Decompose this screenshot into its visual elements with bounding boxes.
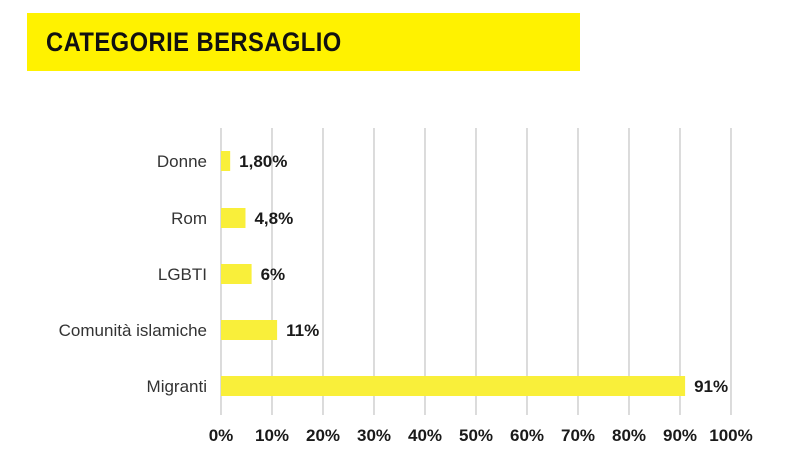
value-label: 6% (261, 265, 286, 284)
bars (221, 151, 686, 396)
chart-title: CATEGORIE BERSAGLIO (46, 27, 342, 57)
bar (221, 264, 252, 284)
x-tick-label: 0% (209, 426, 234, 445)
value-label: 11% (286, 321, 319, 340)
labels: 0% 10% 20% 30% 40% 50% 60% 70% 80% 90% 100% Donne 1,… (59, 152, 753, 445)
value-label: 4,8% (254, 209, 293, 228)
value-label: 91% (694, 377, 728, 396)
bar (221, 320, 278, 340)
x-tick-label: 20% (306, 426, 340, 445)
category-label: Comunità islamiche (59, 321, 207, 340)
category-label: LGBTI (158, 265, 207, 284)
grid-lines (220, 128, 732, 415)
x-tick-label: 30% (357, 426, 391, 445)
x-tick-label: 100% (709, 426, 752, 445)
x-tick-label: 10% (255, 426, 289, 445)
category-label: Rom (171, 209, 207, 228)
x-tick-label: 40% (408, 426, 442, 445)
x-tick-label: 90% (663, 426, 697, 445)
x-tick-label: 70% (561, 426, 595, 445)
value-label: 1,80% (239, 152, 287, 171)
title-banner: CATEGORIE BERSAGLIO (27, 13, 580, 71)
x-tick-label: 80% (612, 426, 646, 445)
bar (221, 151, 231, 171)
x-tick-label: 50% (459, 426, 493, 445)
x-tick-label: 60% (510, 426, 544, 445)
category-label: Migranti (147, 377, 207, 396)
category-label: Donne (157, 152, 207, 171)
bar (221, 376, 686, 396)
bar (221, 208, 246, 228)
